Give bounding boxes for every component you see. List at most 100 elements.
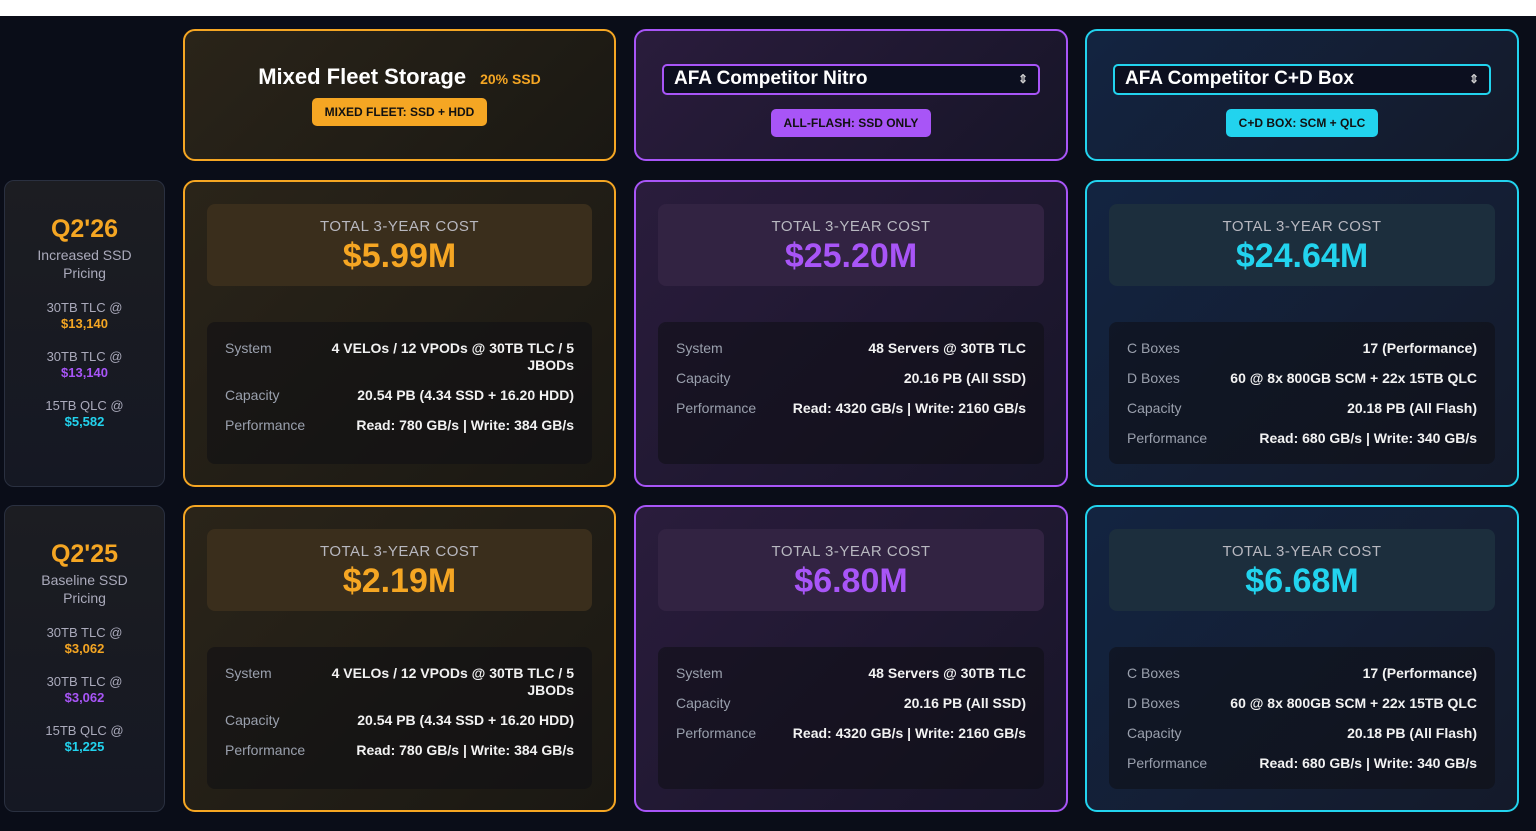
cost-label: TOTAL 3-YEAR COST: [319, 543, 480, 560]
detail-row: Capacity 20.16 PB (All SSD): [676, 695, 1026, 712]
cost-summary: TOTAL 3-YEAR COST $24.64M: [1109, 204, 1495, 286]
details-panel: C Boxes 17 (Performance) D Boxes 60 @ 8x…: [1109, 322, 1495, 464]
drive-label: 30TB TLC @: [46, 349, 123, 364]
detail-value: 17 (Performance): [1362, 665, 1477, 681]
detail-value: Read: 780 GB/s | Write: 384 GB/s: [356, 742, 574, 758]
total-cost: $25.20M: [784, 237, 918, 275]
detail-value: Read: 680 GB/s | Write: 340 GB/s: [1259, 755, 1477, 771]
pricing-scenario: Q2'25 Baseline SSD Pricing 30TB TLC @ $3,…: [4, 505, 165, 812]
detail-key: D Boxes: [1127, 370, 1180, 386]
cost-summary: TOTAL 3-YEAR COST $6.68M: [1109, 529, 1495, 611]
header-cd-box: AFA Competitor C+D Box ⇕ C+D BOX: SCM + …: [1085, 29, 1519, 161]
drive-price: $1,225: [64, 739, 105, 754]
detail-row: C Boxes 17 (Performance): [1127, 665, 1477, 682]
detail-key: Performance: [676, 725, 757, 741]
detail-value: 4 VELOs / 12 VPODs @ 30TB TLC / 5 JBODs: [331, 340, 574, 373]
detail-key: Capacity: [225, 712, 280, 728]
detail-key: Performance: [676, 400, 757, 416]
quarter-label: Q2'25: [50, 540, 119, 568]
detail-value: 20.18 PB (All Flash): [1347, 725, 1477, 741]
cost-card: TOTAL 3-YEAR COST $6.68M C Boxes 17 (Per…: [1085, 505, 1519, 812]
detail-value: 4 VELOs / 12 VPODs @ 30TB TLC / 5 JBODs: [331, 665, 574, 698]
detail-value: 20.16 PB (All SSD): [903, 370, 1026, 386]
detail-key: C Boxes: [1127, 340, 1180, 356]
quarter-label: Q2'26: [50, 215, 119, 243]
drive-price: $13,140: [61, 365, 108, 380]
detail-value: 48 Servers @ 30TB TLC: [868, 665, 1026, 681]
detail-row: Capacity 20.54 PB (4.34 SSD + 16.20 HDD): [225, 712, 574, 729]
select-value: AFA Competitor Nitro: [674, 68, 868, 89]
detail-row: Performance Read: 780 GB/s | Write: 384 …: [225, 417, 574, 434]
cost-summary: TOTAL 3-YEAR COST $5.99M: [207, 204, 592, 286]
header-nitro: AFA Competitor Nitro ⇕ ALL-FLASH: SSD ON…: [634, 29, 1068, 161]
chevron-up-down-icon: ⇕: [1468, 72, 1479, 86]
detail-value: 60 @ 8x 800GB SCM + 22x 15TB QLC: [1230, 370, 1477, 386]
detail-key: C Boxes: [1127, 665, 1180, 681]
scenario-subtitle: Baseline SSD Pricing: [41, 572, 128, 606]
cost-card: TOTAL 3-YEAR COST $2.19M System 4 VELOs …: [183, 505, 616, 812]
cost-card: TOTAL 3-YEAR COST $25.20M System 48 Serv…: [634, 180, 1068, 487]
detail-row: Performance Read: 680 GB/s | Write: 340 …: [1127, 430, 1477, 447]
detail-value: Read: 780 GB/s | Write: 384 GB/s: [356, 417, 574, 433]
detail-row: C Boxes 17 (Performance): [1127, 340, 1477, 357]
cost-summary: TOTAL 3-YEAR COST $6.80M: [658, 529, 1044, 611]
type-badge: ALL-FLASH: SSD ONLY: [770, 108, 932, 137]
competitor-select[interactable]: AFA Competitor Nitro ⇕: [662, 63, 1040, 95]
detail-key: System: [225, 665, 272, 681]
detail-key: Capacity: [225, 387, 280, 403]
detail-row: System 48 Servers @ 30TB TLC: [676, 340, 1026, 357]
detail-key: D Boxes: [1127, 695, 1180, 711]
type-badge: C+D BOX: SCM + QLC: [1225, 108, 1379, 137]
detail-value: Read: 4320 GB/s | Write: 2160 GB/s: [792, 725, 1026, 741]
pricing-scenario: Q2'26 Increased SSD Pricing 30TB TLC @ $1…: [4, 180, 165, 487]
cost-summary: TOTAL 3-YEAR COST $2.19M: [207, 529, 592, 611]
detail-key: Performance: [1127, 430, 1208, 446]
detail-value: 20.54 PB (4.34 SSD + 16.20 HDD): [357, 712, 574, 728]
detail-row: System 4 VELOs / 12 VPODs @ 30TB TLC / 5…: [225, 665, 574, 699]
cost-label: TOTAL 3-YEAR COST: [1222, 543, 1382, 560]
detail-key: System: [676, 340, 723, 356]
detail-row: Performance Read: 680 GB/s | Write: 340 …: [1127, 755, 1477, 772]
detail-value: 20.18 PB (All Flash): [1347, 400, 1477, 416]
details-panel: System 4 VELOs / 12 VPODs @ 30TB TLC / 5…: [207, 322, 592, 464]
details-panel: System 48 Servers @ 30TB TLC Capacity 20…: [658, 647, 1044, 789]
header-mixed-fleet: Mixed Fleet Storage 20% SSD MIXED FLEET:…: [183, 29, 616, 161]
detail-row: Performance Read: 780 GB/s | Write: 384 …: [225, 742, 574, 759]
detail-row: Capacity 20.16 PB (All SSD): [676, 370, 1026, 387]
drive-label: 15TB QLC @: [45, 398, 124, 413]
detail-key: Capacity: [676, 370, 731, 386]
details-panel: System 4 VELOs / 12 VPODs @ 30TB TLC / 5…: [207, 647, 592, 789]
drive-price: $13,140: [61, 316, 108, 331]
drive-label: 15TB QLC @: [45, 723, 124, 738]
detail-row: Performance Read: 4320 GB/s | Write: 216…: [676, 725, 1026, 742]
total-cost: $6.80M: [794, 562, 908, 600]
drive-price: $3,062: [64, 641, 105, 656]
details-panel: C Boxes 17 (Performance) D Boxes 60 @ 8x…: [1109, 647, 1495, 789]
detail-value: 20.16 PB (All SSD): [903, 695, 1026, 711]
cost-label: TOTAL 3-YEAR COST: [319, 218, 480, 235]
detail-row: System 4 VELOs / 12 VPODs @ 30TB TLC / 5…: [225, 340, 574, 374]
detail-value: 48 Servers @ 30TB TLC: [868, 340, 1026, 356]
detail-key: System: [676, 665, 723, 681]
details-panel: System 48 Servers @ 30TB TLC Capacity 20…: [658, 322, 1044, 464]
chevron-up-down-icon: ⇕: [1017, 72, 1028, 86]
drive-price: $5,582: [64, 414, 105, 429]
detail-row: D Boxes 60 @ 8x 800GB SCM + 22x 15TB QLC: [1127, 370, 1477, 387]
detail-value: Read: 680 GB/s | Write: 340 GB/s: [1259, 430, 1477, 446]
cost-card: TOTAL 3-YEAR COST $5.99M System 4 VELOs …: [183, 180, 616, 487]
detail-value: 20.54 PB (4.34 SSD + 16.20 HDD): [357, 387, 574, 403]
column-title: Mixed Fleet Storage: [258, 64, 467, 89]
cost-label: TOTAL 3-YEAR COST: [1222, 218, 1382, 235]
detail-row: Capacity 20.18 PB (All Flash): [1127, 725, 1477, 742]
competitor-select[interactable]: AFA Competitor C+D Box ⇕: [1113, 63, 1491, 95]
drive-label: 30TB TLC @: [46, 625, 123, 640]
detail-value: 60 @ 8x 800GB SCM + 22x 15TB QLC: [1230, 695, 1477, 711]
detail-key: Performance: [225, 417, 306, 433]
detail-value: 17 (Performance): [1362, 340, 1477, 356]
detail-key: Performance: [1127, 755, 1208, 771]
cost-label: TOTAL 3-YEAR COST: [771, 218, 931, 235]
detail-row: Capacity 20.54 PB (4.34 SSD + 16.20 HDD): [225, 387, 574, 404]
drive-label: 30TB TLC @: [46, 300, 123, 315]
top-bar: [0, 0, 1536, 16]
detail-key: Performance: [225, 742, 306, 758]
